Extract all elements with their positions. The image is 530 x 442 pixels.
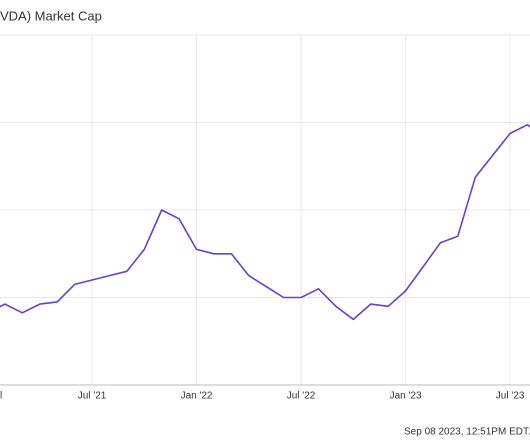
x-tick-label: Jan '23	[390, 391, 422, 402]
x-tick-label: Jul '23	[496, 391, 525, 402]
data-line	[0, 123, 530, 321]
x-tick-label: l	[0, 391, 2, 402]
x-tick-label: Jan '22	[181, 391, 213, 402]
chart-title: VDA) Market Cap	[0, 8, 102, 23]
x-tick-label: Jul '22	[287, 391, 316, 402]
footer: Sep 08 2023, 12:51PM EDT. Powere	[404, 427, 530, 438]
x-tick-label: Jul '21	[78, 391, 107, 402]
